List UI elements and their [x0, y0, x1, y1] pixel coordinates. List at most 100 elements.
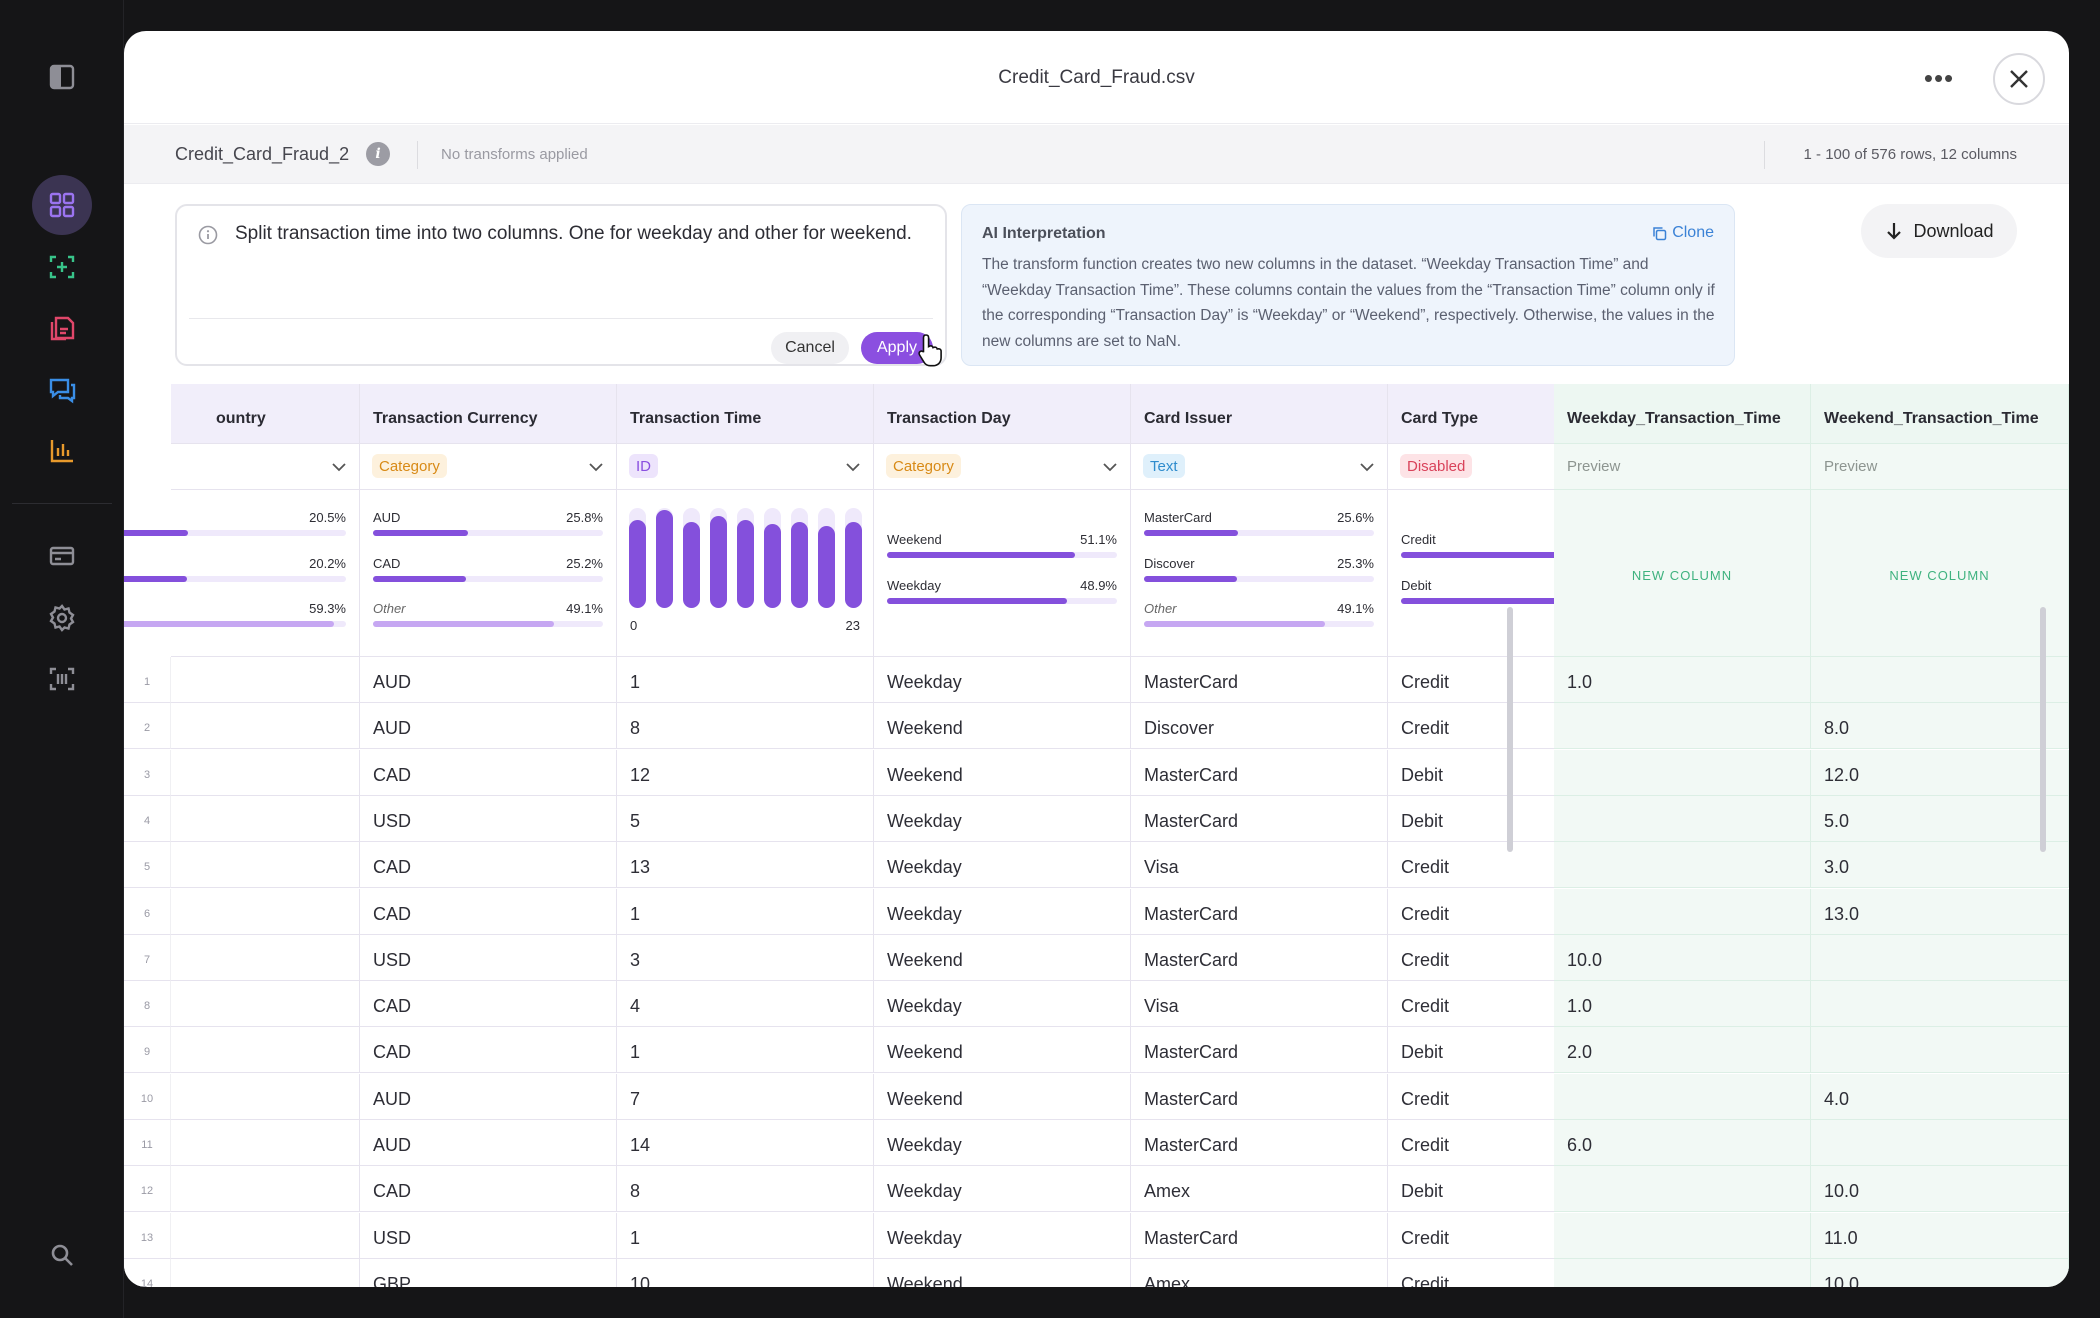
table-cell[interactable]: MasterCard — [1131, 1212, 1388, 1259]
table-cell[interactable] — [171, 1120, 360, 1166]
column-type-selector[interactable]: Category — [360, 444, 617, 490]
table-cell[interactable]: CAD — [360, 842, 617, 889]
chevron-down-icon[interactable] — [1359, 459, 1375, 475]
table-cell[interactable]: AUD — [360, 657, 617, 703]
table-cell[interactable]: Credit — [1388, 1073, 1576, 1120]
column-type-selector[interactable]: Text — [1131, 444, 1388, 490]
table-cell[interactable]: Debit — [1388, 1166, 1576, 1213]
documents-icon[interactable] — [32, 298, 92, 358]
table-cell[interactable]: MasterCard — [1131, 1027, 1388, 1074]
table-cell[interactable]: 5.0 — [1811, 795, 2069, 842]
column-header[interactable]: ountry — [171, 384, 360, 444]
vertical-scrollbar[interactable] — [2040, 607, 2046, 852]
table-cell[interactable]: CAD — [360, 1166, 617, 1213]
table-cell[interactable]: USD — [360, 1212, 617, 1259]
table-cell[interactable]: 12.0 — [1811, 749, 2069, 796]
column-header[interactable]: Weekend_Transaction_Time — [1811, 384, 2069, 444]
table-cell[interactable]: Credit — [1388, 703, 1576, 750]
table-cell[interactable]: Weekday — [874, 1212, 1131, 1259]
table-cell[interactable]: 10.0 — [1811, 1258, 2069, 1287]
table-cell[interactable]: USD — [360, 795, 617, 842]
table-cell[interactable]: Debit — [1388, 1027, 1576, 1074]
prompt-text[interactable]: Split transaction time into two columns.… — [235, 223, 912, 244]
table-cell[interactable]: 1.0 — [1554, 981, 1811, 1028]
table-cell[interactable]: 12 — [617, 749, 874, 796]
transform-prompt-box[interactable]: Split transaction time into two columns.… — [175, 204, 947, 366]
table-cell[interactable] — [171, 749, 360, 796]
table-cell[interactable]: AUD — [360, 1120, 617, 1166]
panel-toggle-icon[interactable] — [32, 47, 92, 107]
table-cell[interactable]: 11.0 — [1811, 1212, 2069, 1259]
table-cell[interactable]: CAD — [360, 981, 617, 1028]
table-cell[interactable]: Credit — [1388, 1258, 1576, 1287]
table-cell[interactable] — [171, 1027, 360, 1074]
table-cell[interactable]: 4 — [617, 981, 874, 1028]
table-cell[interactable]: Visa — [1131, 981, 1388, 1028]
table-cell[interactable]: Weekend — [874, 934, 1131, 981]
table-cell[interactable]: MasterCard — [1131, 657, 1388, 703]
table-cell[interactable]: 2.0 — [1554, 1027, 1811, 1074]
table-cell[interactable]: Weekday — [874, 795, 1131, 842]
table-cell[interactable] — [1811, 1120, 2069, 1166]
scan-code-icon[interactable] — [32, 649, 92, 709]
table-cell[interactable]: 1 — [617, 657, 874, 703]
table-cell[interactable]: Credit — [1388, 981, 1576, 1028]
table-cell[interactable]: Debit — [1388, 795, 1576, 842]
table-cell[interactable]: 13 — [617, 842, 874, 889]
column-type-selector[interactable]: Category — [874, 444, 1131, 490]
table-cell[interactable]: Weekday — [874, 1166, 1131, 1213]
table-cell[interactable]: CAD — [360, 1027, 617, 1074]
close-button[interactable] — [1993, 53, 2045, 105]
column-header[interactable]: Transaction Day — [874, 384, 1131, 444]
billing-icon[interactable] — [32, 526, 92, 586]
table-cell[interactable] — [1811, 934, 2069, 981]
table-cell[interactable]: USD — [360, 934, 617, 981]
table-cell[interactable]: MasterCard — [1131, 934, 1388, 981]
column-type-selector[interactable]: Disabled — [1388, 444, 1576, 490]
table-cell[interactable]: Credit — [1388, 842, 1576, 889]
table-cell[interactable] — [171, 1166, 360, 1213]
table-cell[interactable] — [171, 795, 360, 842]
dashboard-grid-icon[interactable] — [32, 175, 92, 235]
table-cell[interactable]: Visa — [1131, 842, 1388, 889]
table-cell[interactable] — [171, 934, 360, 981]
table-cell[interactable]: 1.0 — [1554, 657, 1811, 703]
table-cell[interactable]: Debit — [1388, 749, 1576, 796]
table-cell[interactable] — [1554, 1166, 1811, 1213]
table-cell[interactable] — [1554, 1258, 1811, 1287]
table-cell[interactable] — [1811, 981, 2069, 1028]
cancel-button[interactable]: Cancel — [771, 332, 849, 364]
table-cell[interactable]: CAD — [360, 749, 617, 796]
table-cell[interactable]: Weekday — [874, 842, 1131, 889]
chat-icon[interactable] — [32, 360, 92, 420]
table-cell[interactable]: 1 — [617, 1027, 874, 1074]
more-options-icon[interactable]: ••• — [1923, 62, 1955, 93]
table-cell[interactable] — [171, 981, 360, 1028]
table-cell[interactable]: 5 — [617, 795, 874, 842]
clone-button[interactable]: Clone — [1652, 224, 1714, 242]
table-cell[interactable]: 3.0 — [1811, 842, 2069, 889]
table-cell[interactable] — [171, 657, 360, 703]
table-cell[interactable]: Credit — [1388, 934, 1576, 981]
table-cell[interactable] — [1554, 749, 1811, 796]
table-cell[interactable]: MasterCard — [1131, 1073, 1388, 1120]
chevron-down-icon[interactable] — [331, 459, 347, 475]
table-cell[interactable]: Weekday — [874, 1120, 1131, 1166]
table-cell[interactable]: MasterCard — [1131, 749, 1388, 796]
table-cell[interactable] — [171, 1212, 360, 1259]
table-cell[interactable] — [1811, 657, 2069, 703]
column-header[interactable]: Weekday_Transaction_Time — [1554, 384, 1811, 444]
column-header[interactable]: Transaction Currency — [360, 384, 617, 444]
table-cell[interactable]: 1 — [617, 1212, 874, 1259]
table-cell[interactable]: Credit — [1388, 1120, 1576, 1166]
column-header[interactable]: Transaction Time — [617, 384, 874, 444]
table-cell[interactable]: 3 — [617, 934, 874, 981]
table-cell[interactable] — [171, 703, 360, 750]
table-cell[interactable]: 8 — [617, 1166, 874, 1213]
table-cell[interactable]: 1 — [617, 888, 874, 935]
column-type-selector[interactable]: ID — [617, 444, 874, 490]
table-cell[interactable]: Weekend — [874, 703, 1131, 750]
table-cell[interactable]: Amex — [1131, 1166, 1388, 1213]
table-cell[interactable]: MasterCard — [1131, 795, 1388, 842]
table-cell[interactable] — [171, 1258, 360, 1287]
